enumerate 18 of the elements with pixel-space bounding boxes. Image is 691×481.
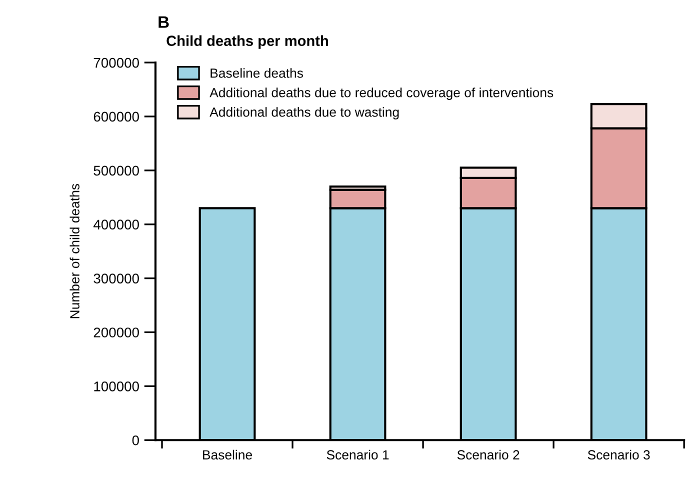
y-tick-label: 500000 [94, 166, 139, 176]
legend-label: Additional deaths due to reduced coverage of interventions [210, 88, 554, 100]
chart-title: Child deaths per month [166, 35, 328, 49]
y-tick-label: 200000 [94, 328, 139, 338]
x-tick-label: Scenario 3 [588, 450, 650, 460]
y-tick-label: 0 [132, 435, 139, 446]
y-tick-label: 700000 [94, 58, 139, 68]
y-tick-label: 300000 [94, 274, 139, 284]
legend-label: Additional deaths due to wasting [210, 107, 399, 120]
x-tick-label: Scenario 1 [326, 450, 389, 460]
text: B [158, 16, 169, 28]
x-tick-label: Baseline [203, 450, 252, 460]
y-tick-label: 600000 [94, 112, 139, 122]
y-tick-label: 400000 [93, 220, 139, 230]
y-tick-label: 100000 [94, 382, 139, 392]
legend-label: Baseline deaths [210, 68, 304, 78]
x-tick-label: Scenario 2 [457, 450, 520, 460]
y-axis-title: Number of child deaths [70, 184, 80, 318]
